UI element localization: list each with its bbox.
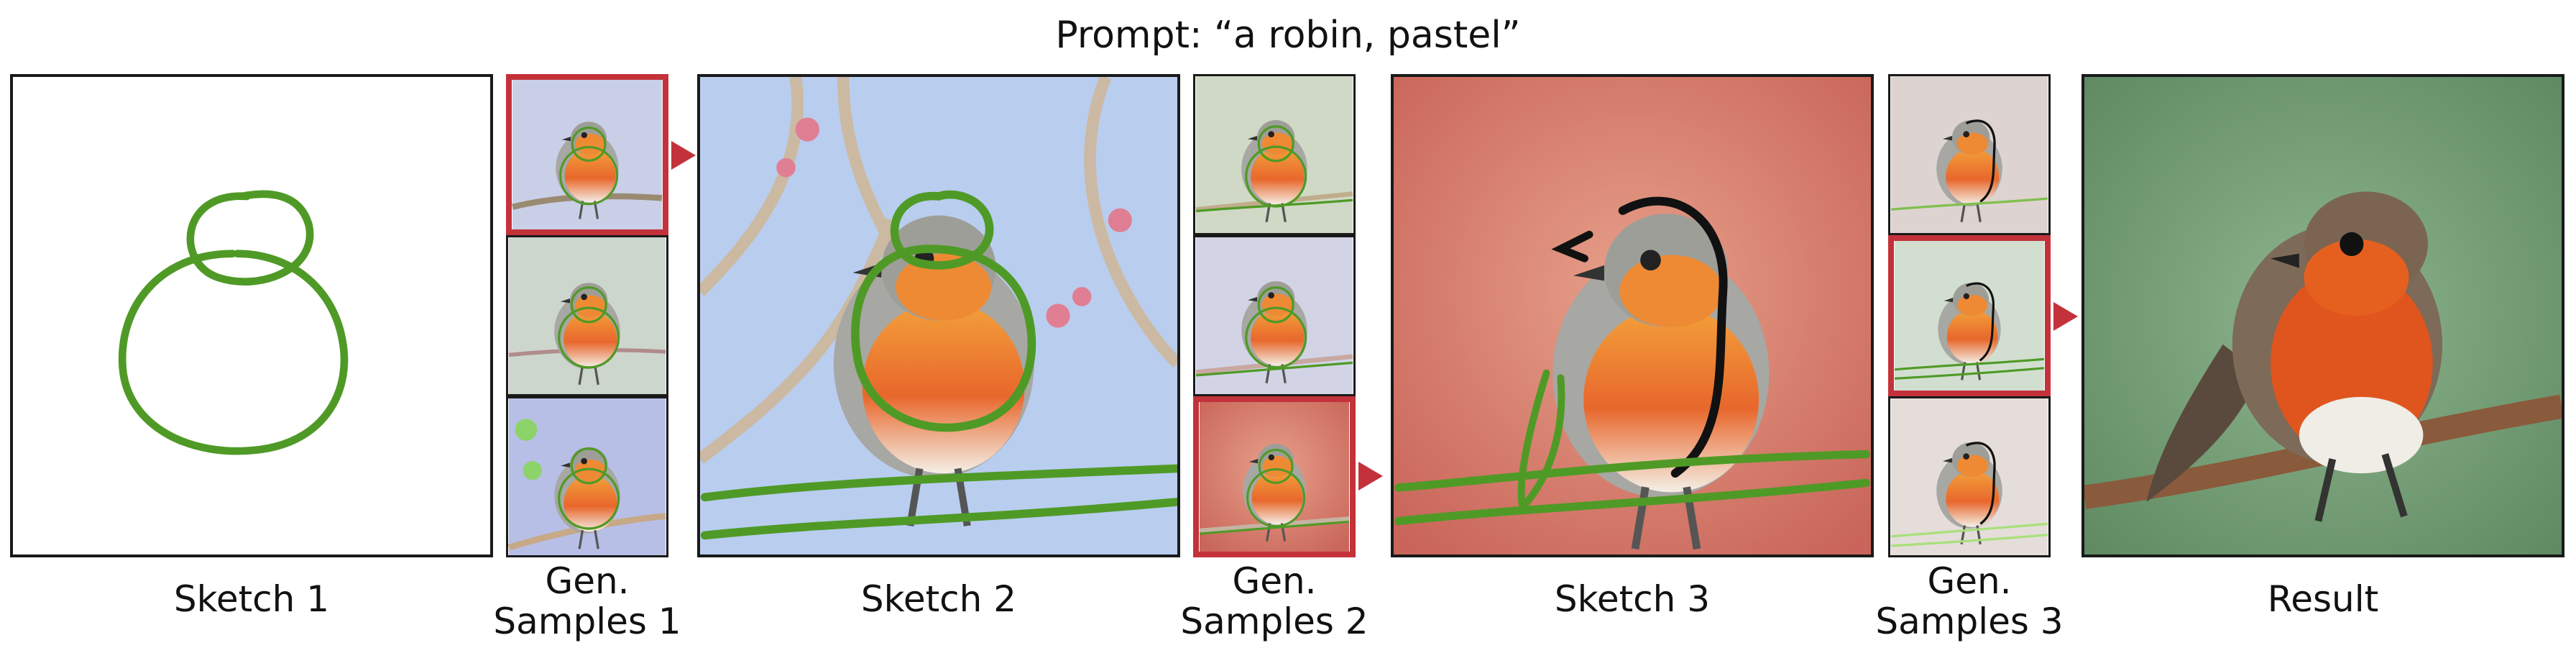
sketch-1-canvas — [13, 77, 490, 555]
label-sketch-3: Sketch 3 — [1554, 578, 1711, 620]
label-sketch-1: Sketch 1 — [173, 578, 330, 620]
selection-arrow-3 — [2053, 302, 2078, 331]
sketch-1-panel — [10, 74, 493, 557]
selection-arrow-1 — [671, 141, 696, 170]
gen2-sample-1[interactable] — [1193, 74, 1356, 235]
label-gen-samples-1-line-1: Gen. — [545, 560, 630, 602]
gen2-sample-2[interactable] — [1193, 235, 1356, 396]
result-image — [2084, 77, 2562, 555]
gen3-sample-3[interactable] — [1888, 396, 2051, 557]
label-gen-samples-3-line-2: Samples 3 — [1875, 601, 2064, 642]
sketch-2-canvas — [700, 77, 1177, 555]
prompt-title: Prompt: “a robin, pastel” — [1055, 14, 1521, 57]
gen3-sample-2[interactable] — [1888, 235, 2051, 396]
label-gen-samples-3: Gen. Samples 3 — [1859, 561, 2079, 642]
label-gen-samples-1: Gen. Samples 1 — [477, 561, 697, 642]
sketch-3-panel — [1391, 74, 1874, 557]
label-gen-samples-3-line-1: Gen. — [1927, 560, 2012, 602]
result-panel — [2082, 74, 2564, 557]
sketch-3-canvas — [1394, 77, 1871, 555]
gen2-sample-3[interactable] — [1193, 396, 1356, 557]
label-gen-samples-2-line-1: Gen. — [1232, 560, 1317, 602]
label-gen-samples-2: Gen. Samples 2 — [1164, 561, 1384, 642]
gen3-sample-1[interactable] — [1888, 74, 2051, 235]
gen1-sample-1[interactable] — [506, 74, 668, 235]
label-sketch-2: Sketch 2 — [860, 578, 1017, 620]
label-gen-samples-1-line-2: Samples 1 — [493, 601, 681, 642]
label-gen-samples-2-line-2: Samples 2 — [1180, 601, 1368, 642]
sketch-2-panel — [697, 74, 1180, 557]
selection-arrow-2 — [1358, 462, 1383, 490]
label-result: Result — [2267, 578, 2379, 620]
gen1-sample-2[interactable] — [506, 235, 668, 396]
gen1-sample-3[interactable] — [506, 396, 668, 557]
